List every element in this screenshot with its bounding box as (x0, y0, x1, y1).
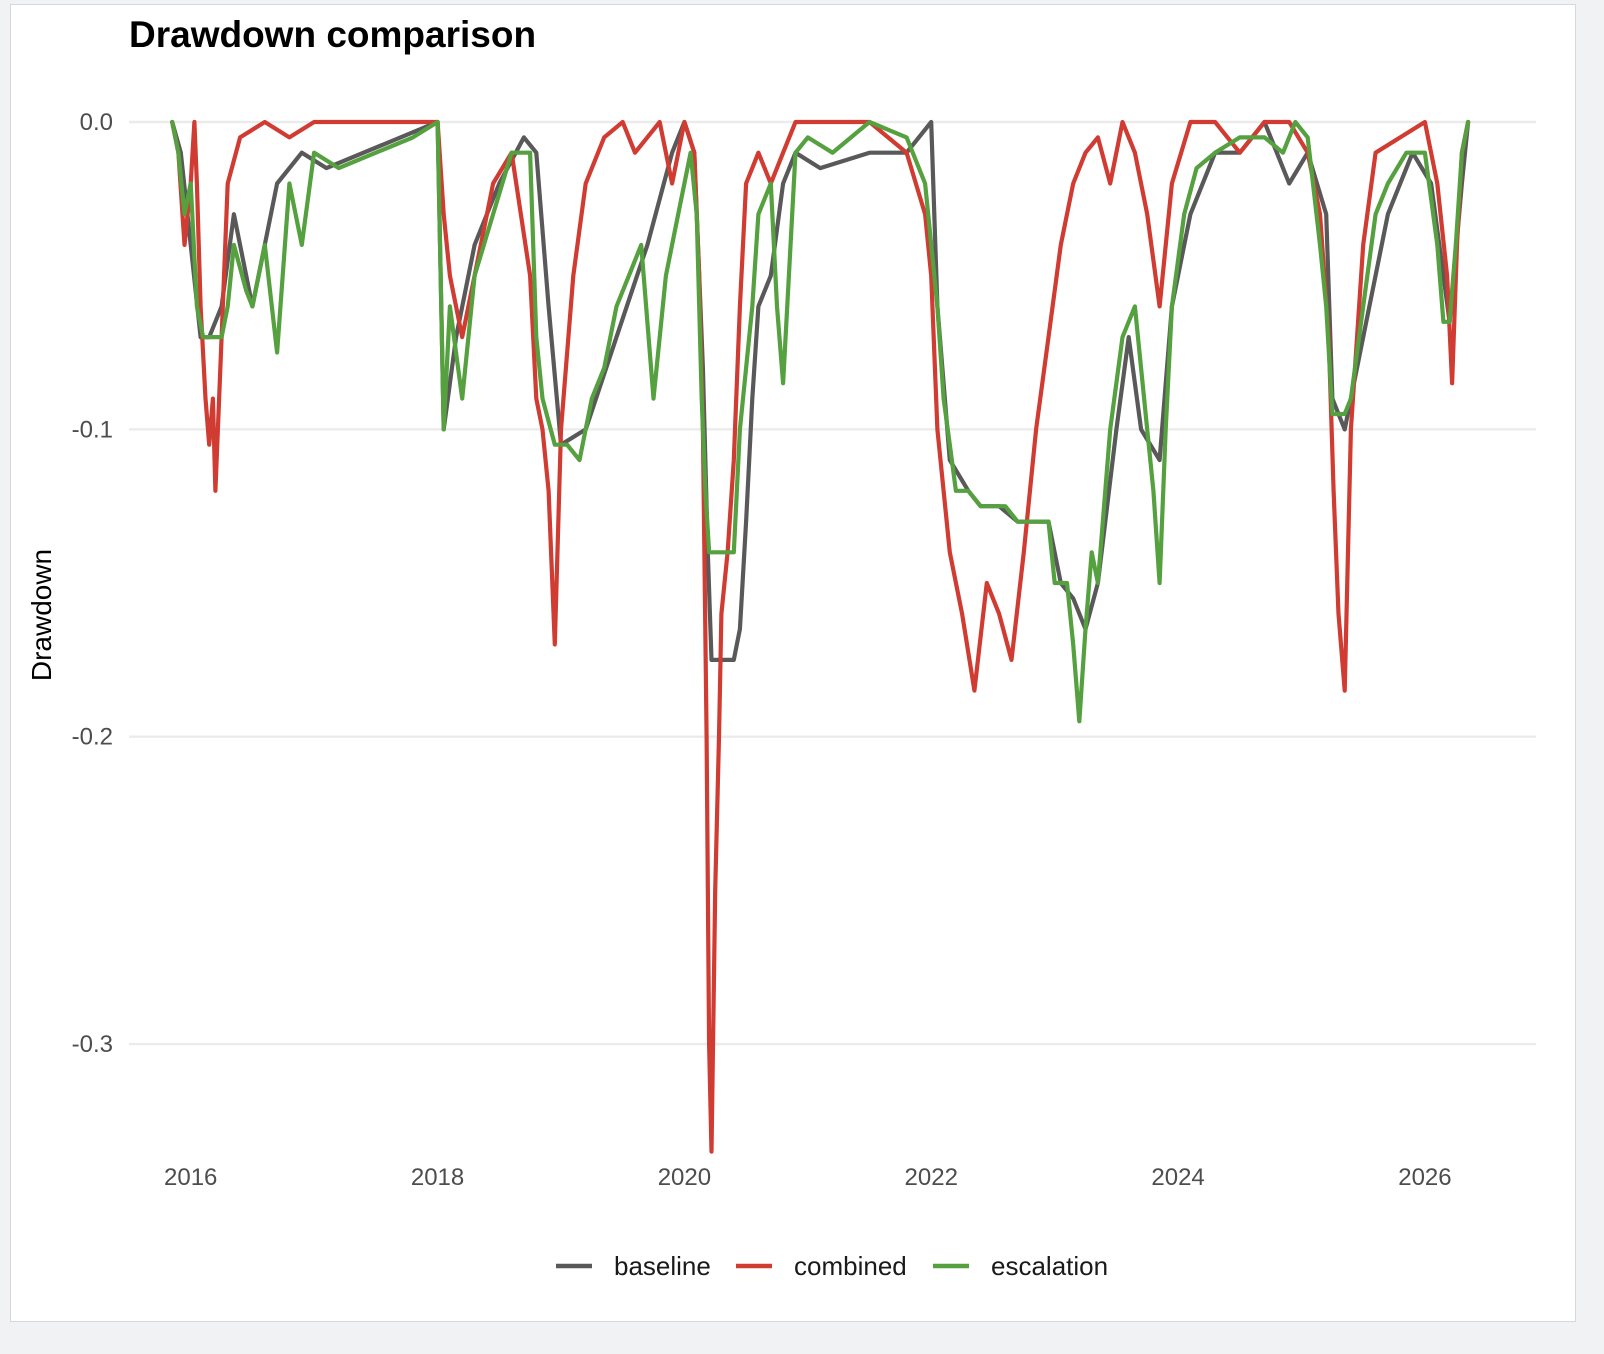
legend: baseline combined escalation (556, 1251, 1108, 1281)
legend-label-combined: combined (794, 1251, 907, 1281)
y-tick-label: -0.1 (72, 416, 113, 443)
series-lines (170, 119, 1471, 1154)
y-tick-label: -0.2 (72, 724, 113, 751)
y-axis-label: Drawdown (26, 549, 57, 681)
drawdown-chart: Drawdown comparison 0.0 -0.1 -0.2 -0.3 2016… (26, 14, 1536, 1281)
series-combined (170, 119, 1471, 1154)
x-tick-label: 2016 (164, 1164, 217, 1191)
series-line-baseline (170, 119, 1471, 662)
legend-item-baseline: baseline (556, 1251, 711, 1281)
x-axis-ticks: 2016 2018 2020 2022 2024 2026 (164, 1164, 1452, 1191)
y-tick-label: 0.0 (80, 109, 113, 136)
series-escalation (170, 119, 1471, 724)
legend-label-escalation: escalation (991, 1251, 1108, 1281)
y-axis-ticks: 0.0 -0.1 -0.2 -0.3 (72, 109, 113, 1058)
chart-card: Drawdown comparison 0.0 -0.1 -0.2 -0.3 2016… (10, 4, 1576, 1322)
legend-label-baseline: baseline (614, 1251, 711, 1281)
x-tick-label: 2026 (1398, 1164, 1451, 1191)
x-tick-label: 2024 (1151, 1164, 1204, 1191)
legend-item-escalation: escalation (933, 1251, 1108, 1281)
x-tick-label: 2018 (411, 1164, 464, 1191)
series-line-combined (170, 119, 1471, 1154)
series-line-escalation (170, 119, 1471, 724)
series-baseline (170, 119, 1471, 662)
legend-item-combined: combined (736, 1251, 907, 1281)
x-tick-label: 2022 (905, 1164, 958, 1191)
chart-title: Drawdown comparison (129, 14, 536, 55)
y-tick-label: -0.3 (72, 1031, 113, 1058)
x-tick-label: 2020 (658, 1164, 711, 1191)
